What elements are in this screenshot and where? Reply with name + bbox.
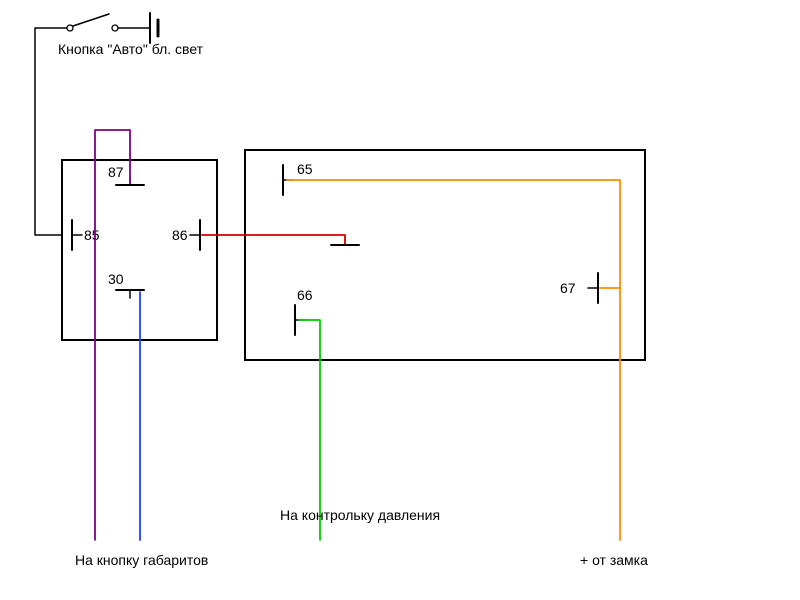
- switch-lever: [73, 14, 109, 26]
- label-out-center: На контрольку давления: [280, 507, 440, 523]
- wire-purple-87: [95, 130, 130, 540]
- pin-30-label: 30: [108, 271, 124, 287]
- module-box: [245, 150, 645, 360]
- pin-86-label: 86: [172, 227, 188, 243]
- switch-label: Кнопка "Авто" бл. свет: [58, 41, 204, 57]
- pin-66-label: 66: [297, 287, 313, 303]
- pin-65-label: 65: [297, 161, 313, 177]
- pin-87-label: 87: [108, 164, 124, 180]
- wiring-diagram: Кнопка "Авто" бл. свет 85 86 87 30 65 66 67 На к…: [0, 0, 800, 600]
- pin-67-label: 67: [560, 280, 576, 296]
- wire-red-86: [202, 235, 345, 245]
- switch-node-left: [67, 25, 73, 31]
- label-out-left: На кнопку габаритов: [75, 552, 208, 568]
- pin-85-label: 85: [84, 227, 100, 243]
- switch-feed-wire: [35, 28, 70, 235]
- switch-node-right: [112, 25, 118, 31]
- label-out-right: + от замка: [580, 552, 648, 568]
